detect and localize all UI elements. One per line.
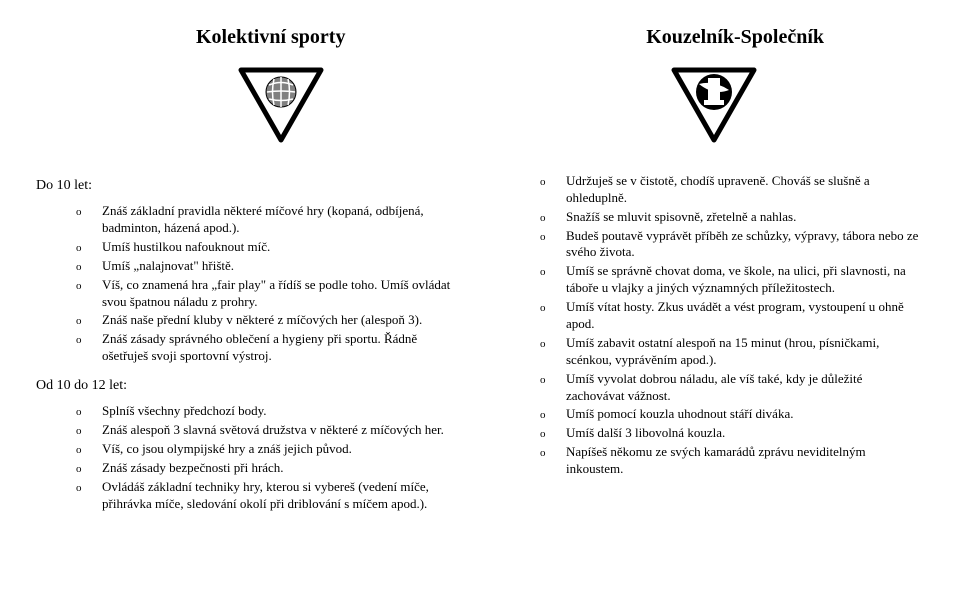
badge-magician — [664, 60, 764, 155]
list-item: oUmíš „nalajnovat" hřiště. — [76, 258, 460, 275]
bullet: o — [540, 175, 566, 189]
bullet: o — [76, 462, 102, 476]
list-item: oZnáš alespoň 3 slavná světová družstva … — [76, 422, 460, 439]
right-column: oUdržuješ se v čistotě, chodíš upraveně.… — [500, 173, 924, 525]
list-item-text: Umíš „nalajnovat" hřiště. — [102, 258, 460, 275]
section2-list: oSplníš všechny předchozí body.oZnáš ale… — [76, 403, 460, 512]
list-item: oSplníš všechny předchozí body. — [76, 403, 460, 420]
list-item-text: Napíšeš někomu ze svých kamarádů zprávu … — [566, 444, 924, 478]
bullet: o — [540, 265, 566, 279]
section-head-1: Do 10 let: — [36, 177, 460, 195]
page-title-right: Kouzelník-Společník — [646, 24, 824, 50]
list-item: oUmíš zabavit ostatní alespoň na 15 minu… — [540, 335, 924, 369]
list-item-text: Ovládáš základní techniky hry, kterou si… — [102, 479, 460, 513]
list-item: oBudeš poutavě vyprávět příběh ze schůzk… — [540, 228, 924, 262]
bullet: o — [76, 241, 102, 255]
list-item: oZnáš základní pravidla některé míčové h… — [76, 203, 460, 237]
bullet: o — [540, 301, 566, 315]
bullet: o — [540, 211, 566, 225]
bullet: o — [540, 230, 566, 244]
section-head-2: Od 10 do 12 let: — [36, 377, 460, 395]
list-item-text: Znáš zásady správného oblečení a hygieny… — [102, 331, 460, 365]
bullet: o — [76, 260, 102, 274]
bullet: o — [540, 337, 566, 351]
bullet: o — [540, 373, 566, 387]
list-item: oVíš, co jsou olympijské hry a znáš jeji… — [76, 441, 460, 458]
list-item-text: Umíš vítat hosty. Zkus uvádět a vést pro… — [566, 299, 924, 333]
list-item-text: Víš, co znamená hra „fair play" a řídíš … — [102, 277, 460, 311]
bullet: o — [76, 205, 102, 219]
bullet: o — [76, 443, 102, 457]
list-item: oVíš, co znamená hra „fair play" a řídíš… — [76, 277, 460, 311]
list-item-text: Umíš hustilkou nafouknout míč. — [102, 239, 460, 256]
bullet: o — [76, 481, 102, 495]
bullet: o — [76, 279, 102, 293]
list-item-text: Znáš alespoň 3 slavná světová družstva v… — [102, 422, 460, 439]
list-item-text: Snažíš se mluvit spisovně, zřetelně a na… — [566, 209, 924, 226]
list-item-text: Znáš zásady bezpečnosti při hrách. — [102, 460, 460, 477]
page-title-left: Kolektivní sporty — [196, 24, 345, 50]
bullet: o — [540, 446, 566, 460]
list-item: oOvládáš základní techniky hry, kterou s… — [76, 479, 460, 513]
list-item: oUmíš vítat hosty. Zkus uvádět a vést pr… — [540, 299, 924, 333]
list-item-text: Budeš poutavě vyprávět příběh ze schůzky… — [566, 228, 924, 262]
list-item-text: Znáš naše přední kluby v některé z míčov… — [102, 312, 460, 329]
list-item-text: Umíš pomocí kouzla uhodnout stáří diváka… — [566, 406, 924, 423]
list-item: oUmíš hustilkou nafouknout míč. — [76, 239, 460, 256]
bullet: o — [76, 314, 102, 328]
bullet: o — [540, 408, 566, 422]
list-item: oUmíš vyvolat dobrou náladu, ale víš tak… — [540, 371, 924, 405]
list-item: oNapíšeš někomu ze svých kamarádů zprávu… — [540, 444, 924, 478]
list-item: oZnáš zásady správného oblečení a hygien… — [76, 331, 460, 365]
list-item: oUmíš další 3 libovolná kouzla. — [540, 425, 924, 442]
list-item: oZnáš naše přední kluby v některé z míčo… — [76, 312, 460, 329]
list-item: oSnažíš se mluvit spisovně, zřetelně a n… — [540, 209, 924, 226]
list-item-text: Umíš se správně chovat doma, ve škole, n… — [566, 263, 924, 297]
list-item-text: Umíš další 3 libovolná kouzla. — [566, 425, 924, 442]
list-item-text: Umíš vyvolat dobrou náladu, ale víš také… — [566, 371, 924, 405]
list-item: oUmíš pomocí kouzla uhodnout stáří divák… — [540, 406, 924, 423]
right-list: oUdržuješ se v čistotě, chodíš upraveně.… — [540, 173, 924, 478]
list-item: oZnáš zásady bezpečnosti při hrách. — [76, 460, 460, 477]
bullet: o — [76, 333, 102, 347]
list-item-text: Umíš zabavit ostatní alespoň na 15 minut… — [566, 335, 924, 369]
list-item-text: Udržuješ se v čistotě, chodíš upraveně. … — [566, 173, 924, 207]
bullet: o — [76, 424, 102, 438]
list-item-text: Splníš všechny předchozí body. — [102, 403, 460, 420]
list-item-text: Znáš základní pravidla některé míčové hr… — [102, 203, 460, 237]
bullet: o — [540, 427, 566, 441]
badge-volleyball — [231, 60, 331, 155]
left-column: Do 10 let: oZnáš základní pravidla někte… — [36, 173, 460, 525]
list-item-text: Víš, co jsou olympijské hry a znáš jejic… — [102, 441, 460, 458]
list-item: oUmíš se správně chovat doma, ve škole, … — [540, 263, 924, 297]
list-item: oUdržuješ se v čistotě, chodíš upraveně.… — [540, 173, 924, 207]
section1-list: oZnáš základní pravidla některé míčové h… — [76, 203, 460, 365]
bullet: o — [76, 405, 102, 419]
